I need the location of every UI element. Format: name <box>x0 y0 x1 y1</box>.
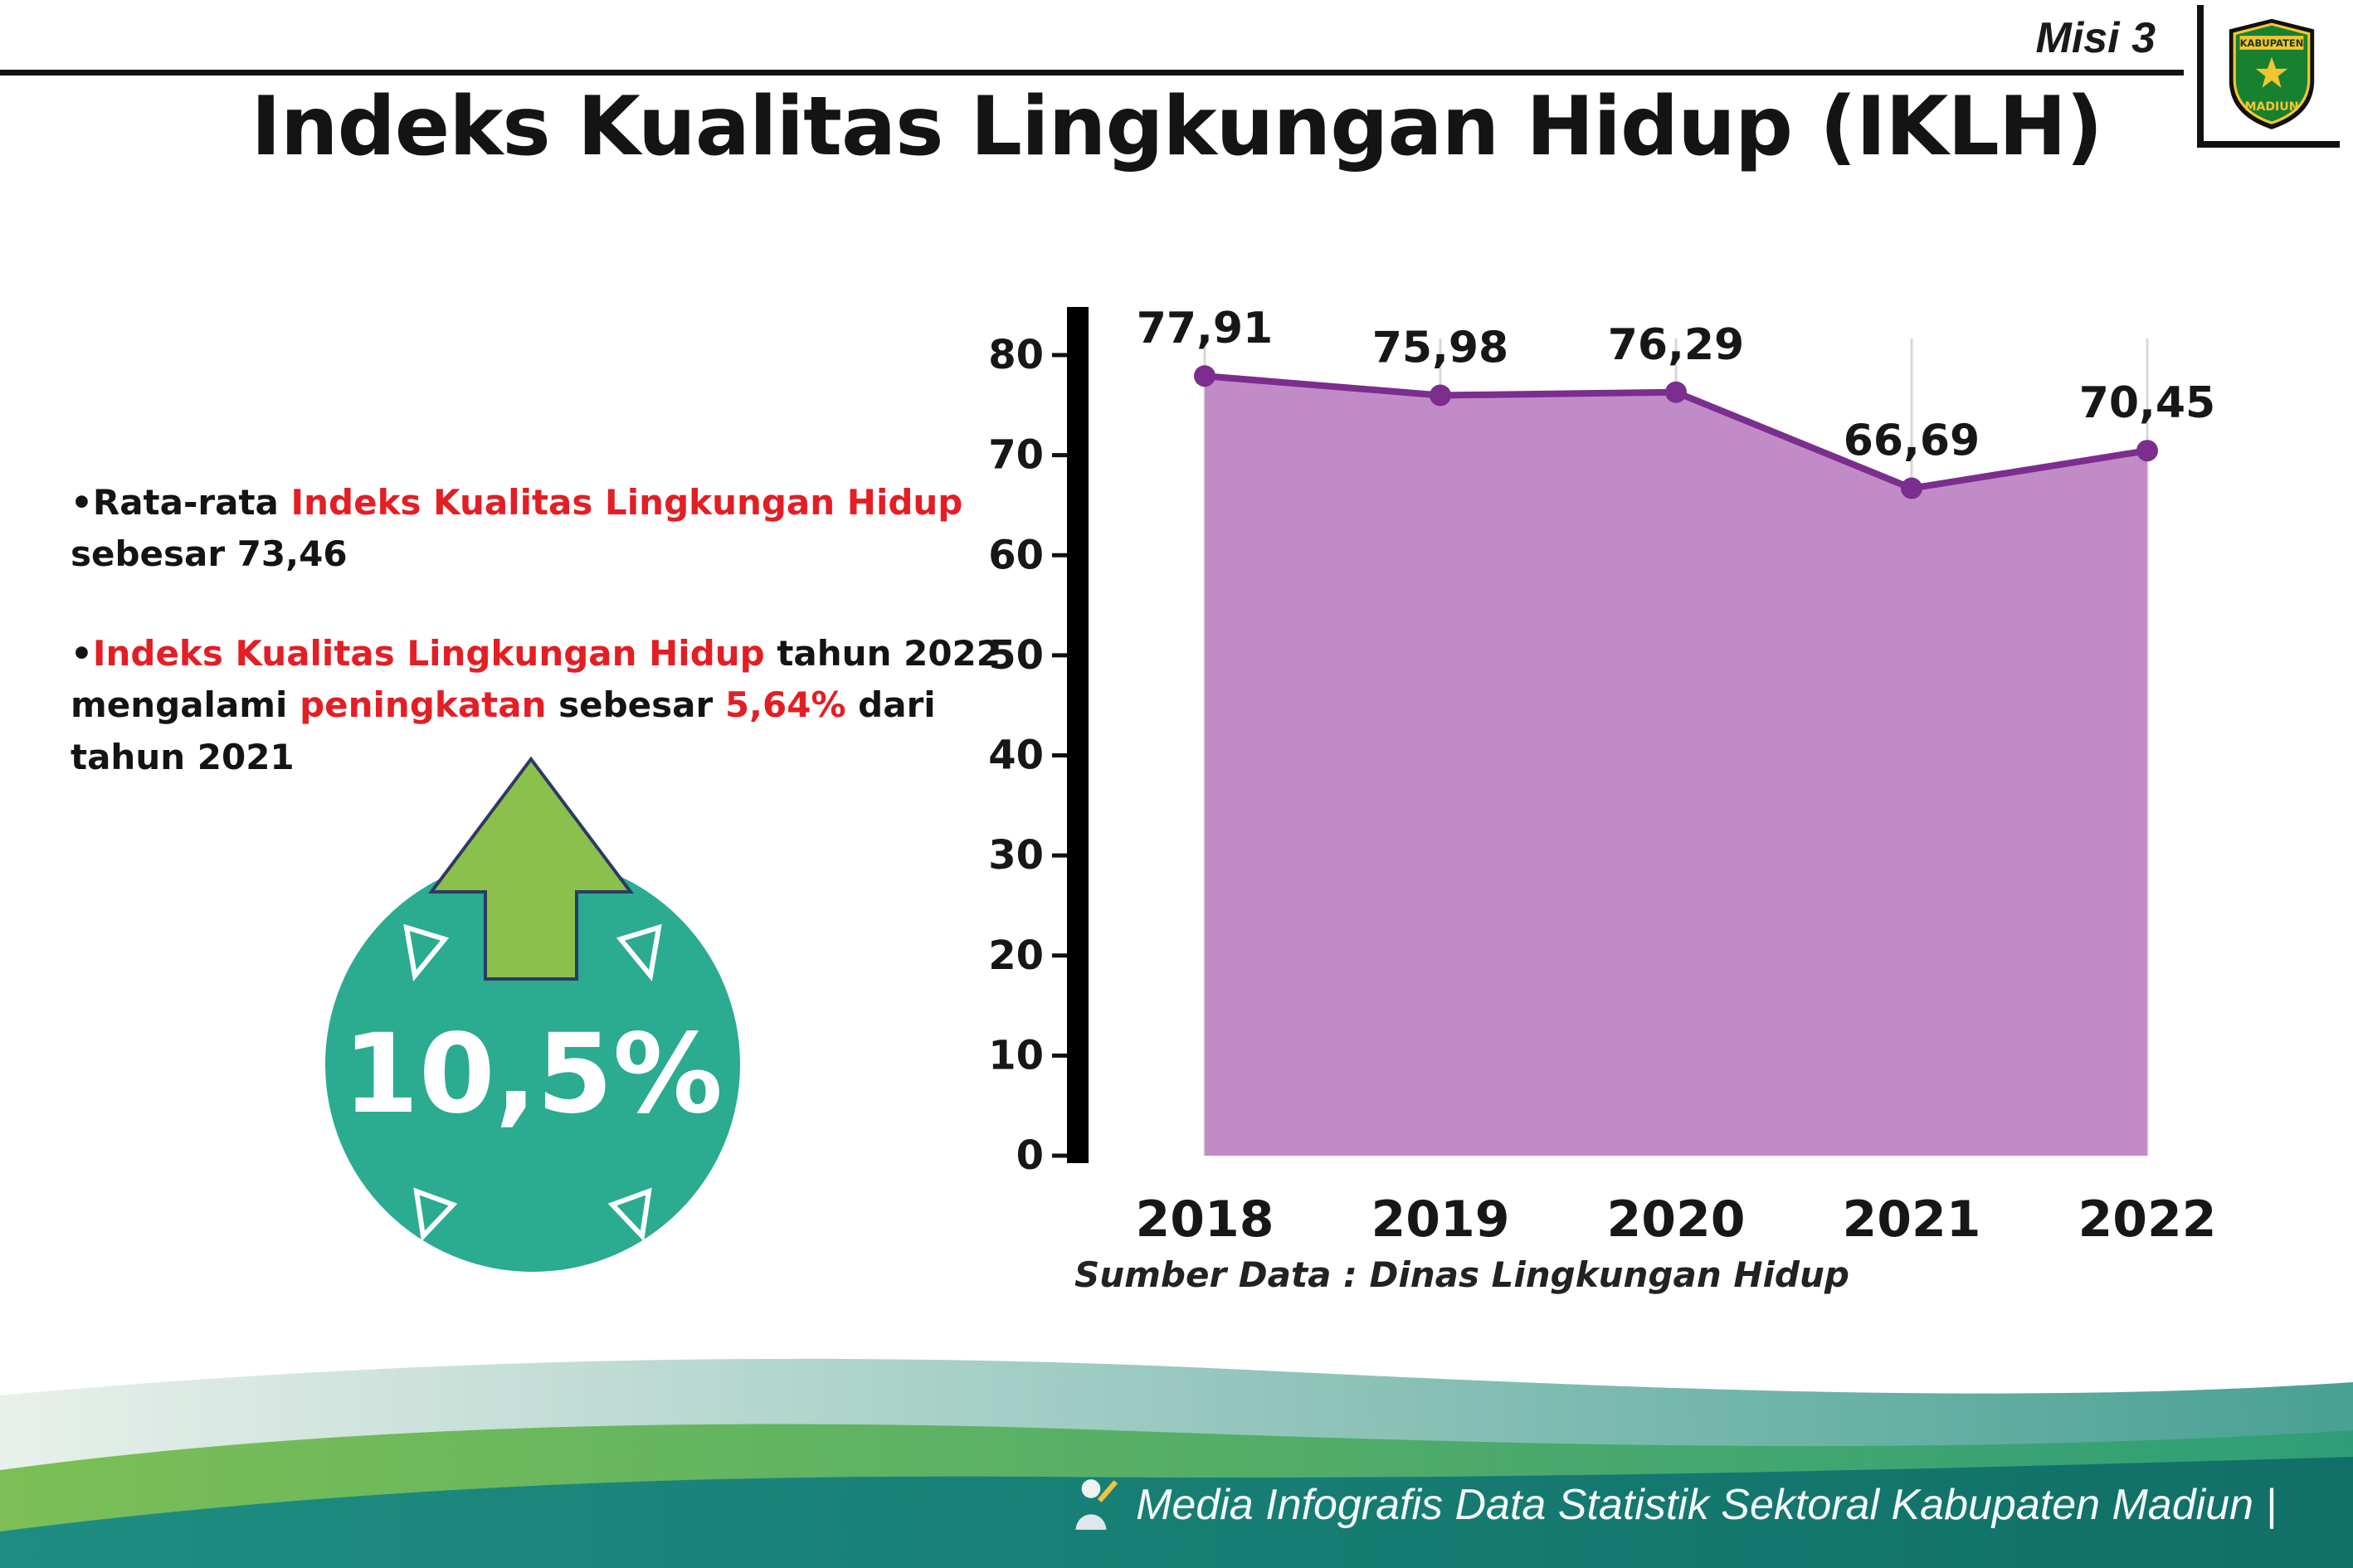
bullet-text-segment: sebesar <box>546 684 725 726</box>
triangle-tick-icon <box>616 923 662 981</box>
data-label: 75,98 <box>1372 323 1508 373</box>
y-axis-bar <box>1067 307 1089 1163</box>
writer-icon <box>1075 1479 1118 1530</box>
y-tick-label: 0 <box>1016 1132 1044 1179</box>
writer-body <box>1075 1514 1107 1530</box>
bullet-text-segment: tahun 2022 mengalami <box>71 633 1001 726</box>
data-point <box>1665 381 1687 403</box>
bullet-text-segment-highlight: peningkatan <box>300 684 547 726</box>
header-rule <box>0 70 2184 75</box>
x-tick-label: 2020 <box>1607 1191 1746 1249</box>
bullet-text-segment: Rata-rata <box>92 482 291 523</box>
page-title: Indeks Kualitas Lingkungan Hidup (IKLH) <box>251 80 2102 174</box>
crest-top-text: KABUPATEN <box>2240 37 2304 49</box>
y-tick-label: 60 <box>988 532 1044 578</box>
area-fill <box>1205 376 2147 1156</box>
triangle-tick-icon <box>607 1187 652 1242</box>
bullet-text-segment: sebesar 73,46 <box>71 533 348 575</box>
x-tick-label: 2021 <box>1843 1191 1981 1249</box>
y-tick-label: 30 <box>988 832 1044 879</box>
crest-banner <box>2239 36 2304 50</box>
data-point <box>1430 384 1451 407</box>
bullet-item-increase: •Indeks Kualitas Lingkungan Hidup tahun … <box>71 628 1008 782</box>
y-tick-label: 70 <box>988 432 1044 479</box>
badge-value: 10,5% <box>343 1010 723 1138</box>
y-tick-label: 50 <box>988 632 1044 679</box>
data-label: 77,91 <box>1137 304 1273 353</box>
writer-pencil <box>1097 1480 1118 1502</box>
bullet-text-segment-highlight: 5,64% <box>724 684 846 726</box>
wave-layer-teal <box>0 1457 2353 1568</box>
bullet-list: •Rata-rata Indeks Kualitas Lingkungan Hi… <box>71 477 1008 831</box>
y-tick-label: 40 <box>988 733 1044 779</box>
writer-head <box>1081 1479 1101 1498</box>
iklh-area-chart: 77,91 75,98 76,29 66,69 70,45 0 10 20 30 40 50 60 70… <box>988 304 2217 1249</box>
data-label: 66,69 <box>1844 416 1980 466</box>
footer-credit-bar: Media Infografis Data Statistik Sektoral… <box>1066 1475 2277 1535</box>
misi-label: Misi 3 <box>2035 14 2156 62</box>
data-point <box>1194 365 1215 387</box>
data-label: 76,29 <box>1608 320 1744 370</box>
kabupaten-madiun-logo: KABUPATEN MADIUN <box>2197 5 2340 148</box>
x-tick-label: 2022 <box>2078 1191 2217 1249</box>
growth-badge: 10,5% <box>282 730 783 1303</box>
growth-badge-graphic: 10,5% <box>325 756 740 1272</box>
data-point <box>2136 440 2158 462</box>
crest-bottom-text: MADIUN <box>2244 100 2298 114</box>
source-note: Sumber Data : Dinas Lingkungan Hidup <box>1074 1254 1849 1295</box>
y-tick-label: 80 <box>988 332 1044 378</box>
footer-wave-decoration <box>0 1358 2353 1568</box>
bullet-marker: • <box>71 482 93 523</box>
x-tick-label: 2019 <box>1371 1191 1510 1249</box>
bullet-item-average: •Rata-rata Indeks Kualitas Lingkungan Hi… <box>71 477 1008 580</box>
footer-credit-text: Media Infografis Data Statistik Sektoral… <box>1136 1481 2277 1529</box>
up-arrow-icon <box>428 756 634 981</box>
crest-star-icon <box>2255 56 2288 88</box>
bullet-text-segment-highlight: Indeks Kualitas Lingkungan Hidup <box>92 633 765 674</box>
y-tick-label: 10 <box>988 1032 1044 1079</box>
triangle-tick-icon <box>403 923 450 981</box>
data-point <box>1901 477 1922 499</box>
crest-icon: KABUPATEN MADIUN <box>2229 18 2315 129</box>
triangle-tick-icon <box>413 1187 458 1242</box>
data-label: 70,45 <box>2079 378 2215 428</box>
x-tick-label: 2018 <box>1136 1191 1274 1249</box>
bullet-text-segment-highlight: Indeks Kualitas Lingkungan Hidup <box>290 482 963 523</box>
y-tick-label: 20 <box>988 933 1044 979</box>
chart-container: 77,91 75,98 76,29 66,69 70,45 0 10 20 30 40 50 60 70… <box>979 282 2273 1361</box>
bullet-text-segment: dari tahun 2021 <box>71 684 936 777</box>
bullet-marker: • <box>71 633 93 674</box>
